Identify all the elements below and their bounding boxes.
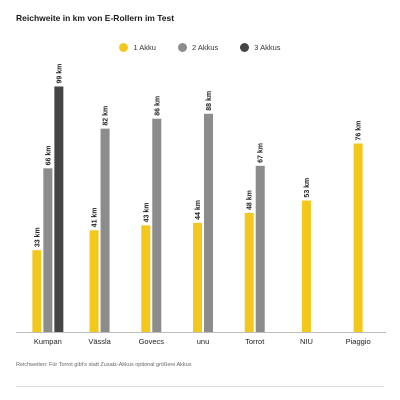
category-label-vassla: Vässla: [88, 337, 111, 346]
legend-item-3-akkus: 3 Akkus: [240, 43, 281, 52]
legend-item-1-akku: 1 Akku: [119, 43, 156, 52]
data-label-torrot-1-akku: 48 km: [247, 190, 254, 210]
data-label-unu-2-akkus: 88 km: [206, 91, 213, 111]
data-label-kumpan-3-akkus: 99 km: [56, 64, 63, 84]
bar-torrot-2-akkus: [255, 165, 265, 332]
legend: 1 Akku 2 Akkus 3 Akkus: [0, 43, 400, 52]
data-label-kumpan-1-akku: 33 km: [34, 227, 41, 247]
footnote: Reichweiten: Für Torrot gibt's statt Zus…: [16, 362, 192, 368]
legend-swatch-1-akku: [119, 43, 129, 52]
legend-label-1-akku: 1 Akku: [133, 43, 156, 52]
legend-swatch-2-akkus: [177, 43, 187, 52]
legend-item-2-akkus: 2 Akkus: [177, 43, 219, 52]
category-label-niu: NIU: [300, 337, 313, 346]
bar-kumpan-2-akkus: [43, 168, 53, 332]
bottom-divider: [16, 386, 384, 387]
category-label-kumpan: Kumpan: [34, 337, 62, 346]
bar-niu-1-akku: [301, 200, 311, 332]
data-label-govecs-2-akkus: 86 km: [154, 96, 161, 116]
legend-label-3-akkus: 3 Akkus: [254, 43, 281, 52]
data-label-kumpan-2-akkus: 66 km: [45, 145, 52, 165]
category-label-torrot: Torrot: [245, 337, 265, 346]
data-label-torrot-2-akkus: 67 km: [258, 143, 265, 163]
bar-vassla-2-akkus: [100, 128, 110, 332]
data-label-govecs-1-akku: 43 km: [143, 203, 150, 223]
bar-unu-1-akku: [193, 222, 202, 332]
chart-title: Reichweite in km von E-Rollern im Test: [16, 13, 175, 23]
bar-kumpan-3-akkus: [54, 86, 64, 332]
bar-govecs-2-akkus: [152, 118, 162, 332]
data-label-unu-1-akku: 44 km: [195, 200, 202, 220]
bar-vassla-1-akku: [89, 230, 99, 332]
bar-kumpan-1-akku: [32, 250, 42, 332]
bar-torrot-1-akku: [244, 212, 254, 332]
legend-swatch-3-akkus: [240, 43, 250, 52]
category-label-govecs: Govecs: [139, 337, 165, 346]
bar-unu-2-akkus: [204, 113, 213, 332]
data-label-piaggio-1-akku: 76 km: [356, 121, 363, 141]
category-label-unu: unu: [197, 337, 210, 346]
data-label-vassla-1-akku: 41 km: [92, 207, 99, 227]
legend-label-2-akkus: 2 Akkus: [191, 43, 219, 52]
data-label-vassla-2-akkus: 82 km: [103, 106, 110, 126]
data-label-niu-1-akku: 53 km: [304, 178, 311, 198]
category-label-piaggio: Piaggio: [346, 337, 371, 346]
bar-piaggio-1-akku: [353, 143, 363, 332]
bar-govecs-1-akku: [141, 225, 151, 332]
